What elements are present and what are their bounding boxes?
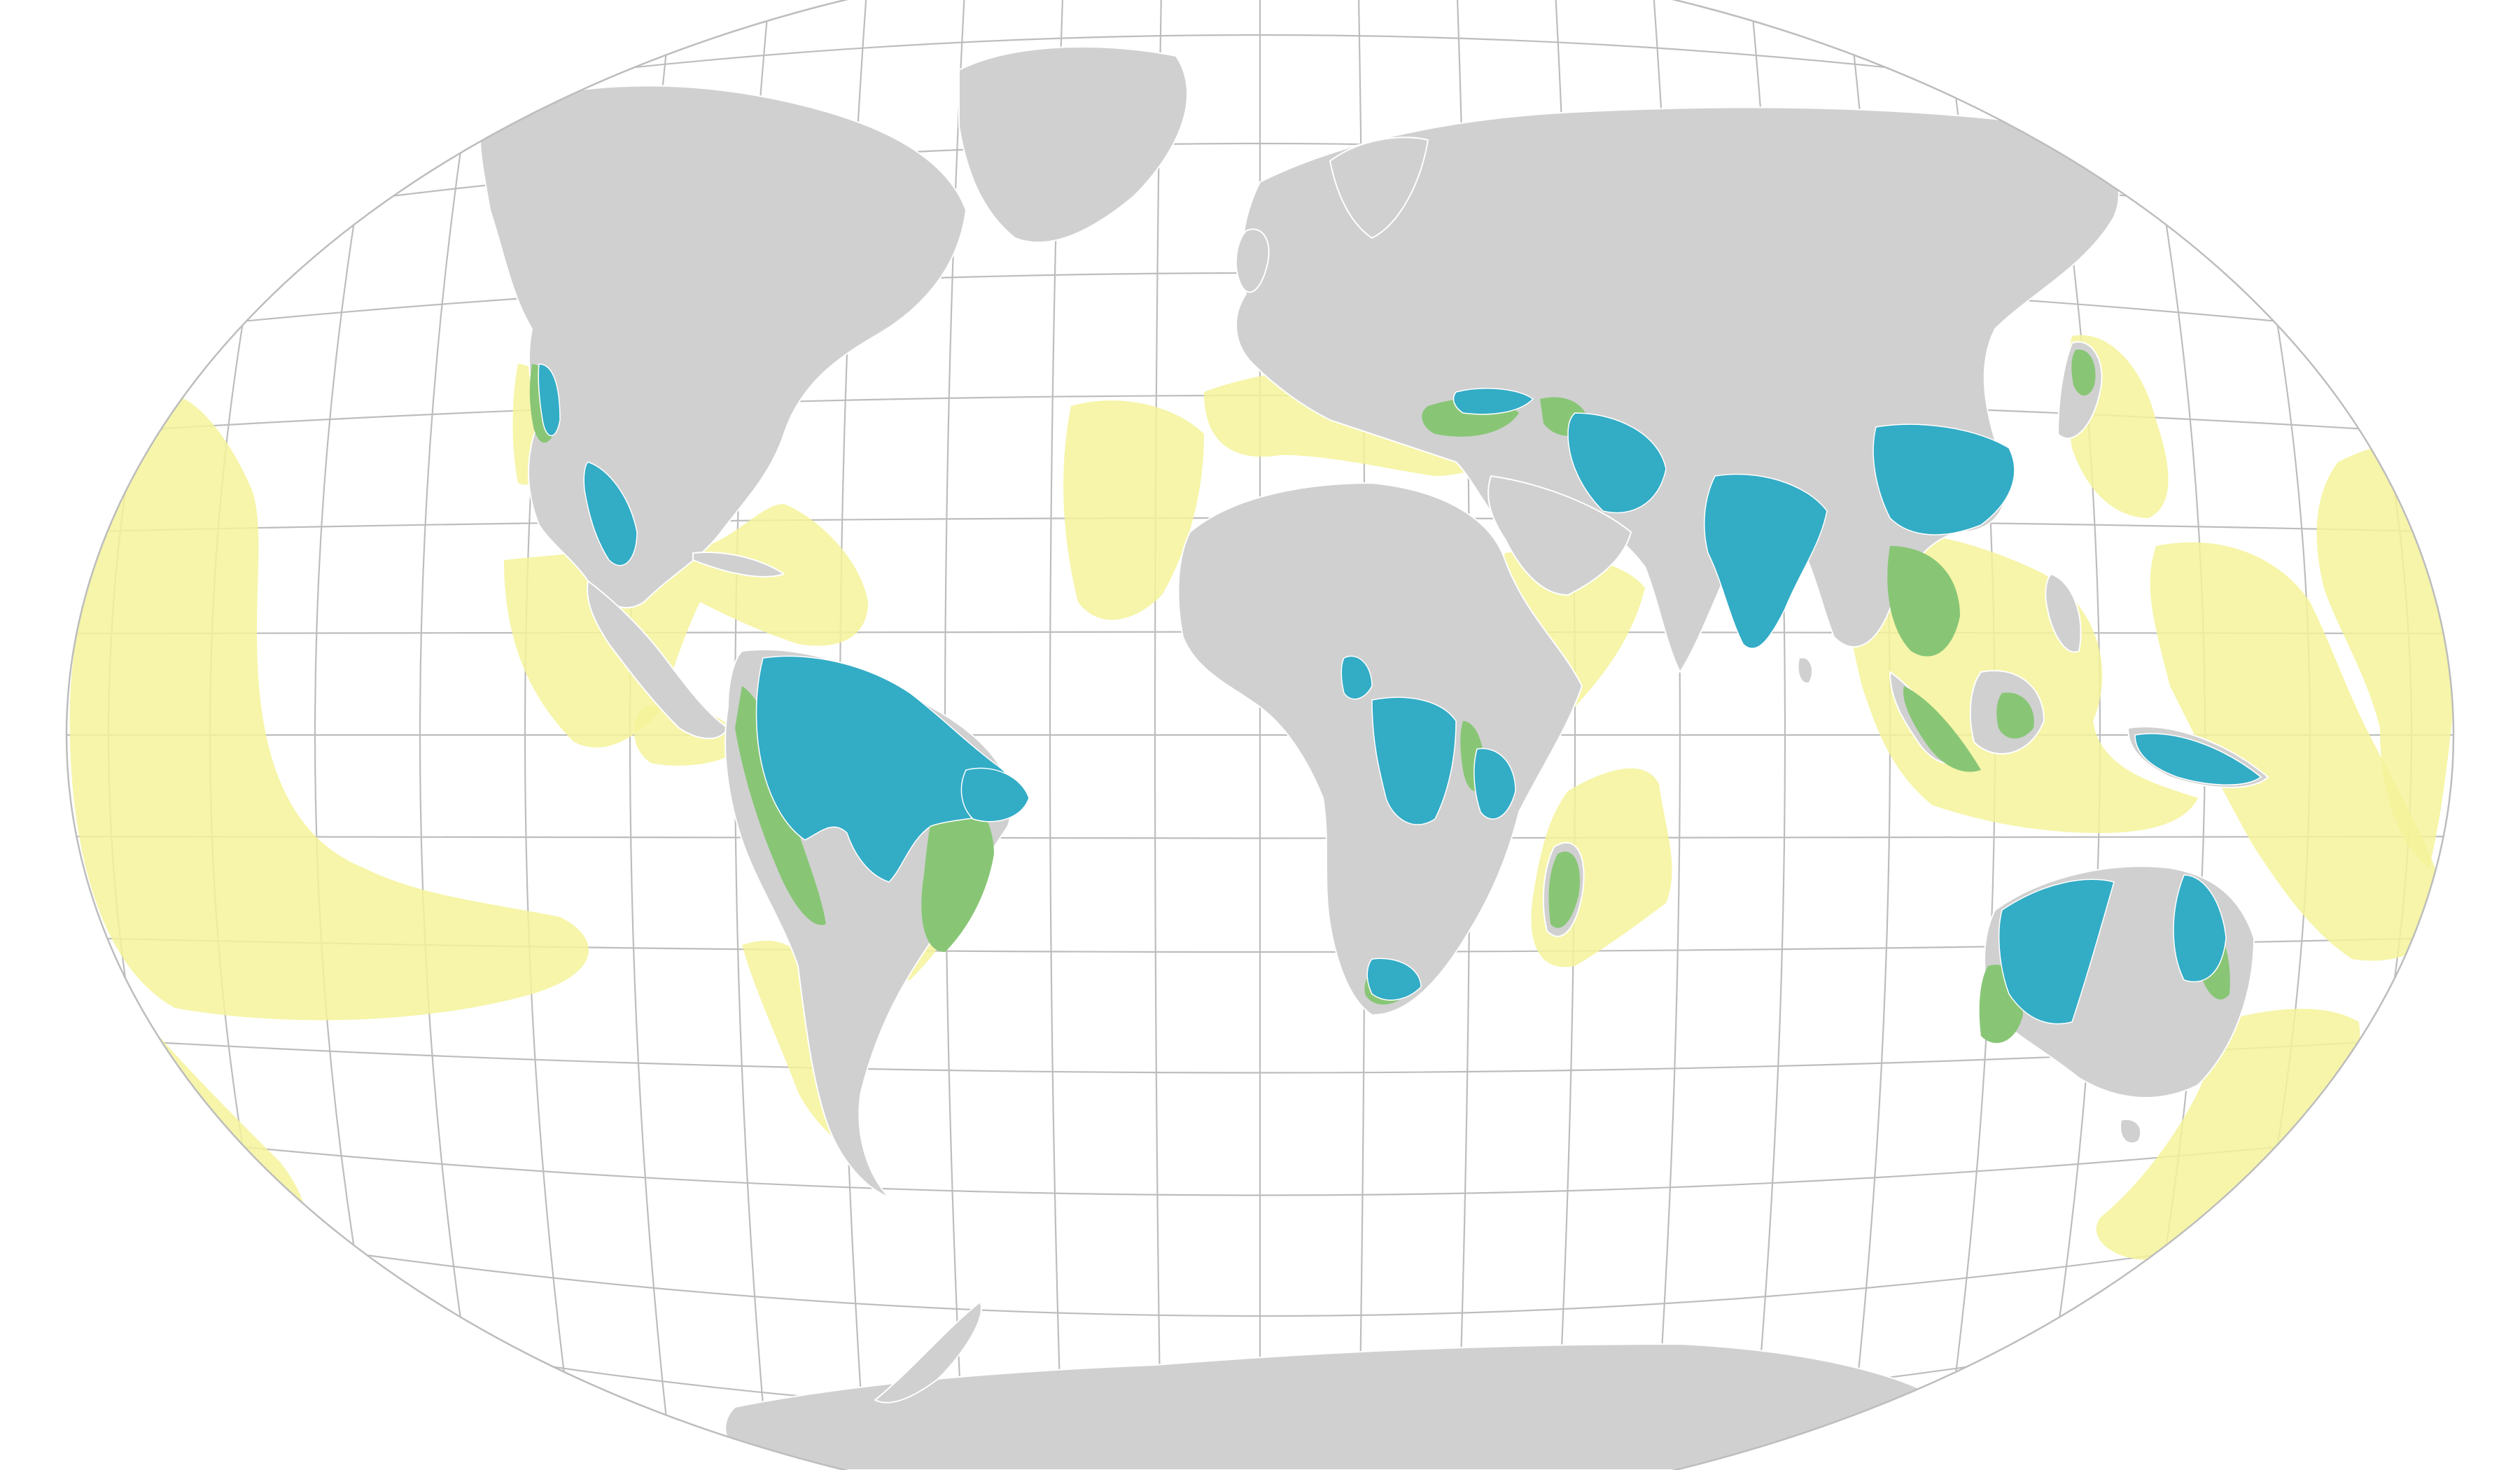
indochina-mid: [1887, 546, 1960, 657]
india-core: [1704, 473, 1828, 649]
new-guinea-core: [2134, 733, 2262, 785]
sundaland-mid: [1903, 686, 1981, 772]
philippines: [2045, 573, 2082, 653]
british-isles: [1235, 228, 1270, 293]
scandinavia: [1329, 136, 1429, 239]
zone-core-layer: [538, 363, 2262, 1025]
pacific-zone: [69, 392, 589, 1021]
cameroon-core: [1340, 655, 1373, 700]
arabia: [1488, 475, 1632, 596]
south-africa-core: [1366, 958, 1422, 1001]
sri-lanka: [1797, 657, 1813, 684]
iran-core: [1567, 412, 1667, 514]
brazil-ne-core: [960, 767, 1030, 822]
east-australia-core: [2173, 874, 2227, 983]
melanesia-zone: [2150, 542, 2450, 961]
europe-asia: [1236, 106, 2120, 673]
cuba: [692, 552, 785, 578]
california-core: [538, 363, 561, 436]
greenland: [958, 46, 1188, 244]
japan-mid: [2071, 349, 2096, 396]
mexico-core: [583, 461, 638, 566]
congo-core: [1371, 696, 1457, 825]
borneo-mid: [1996, 692, 2034, 738]
tasmania: [2120, 1119, 2142, 1144]
tanzania-core: [1474, 748, 1516, 820]
atlantic-forest-mid: [921, 790, 994, 952]
turkey-core: [1452, 388, 1534, 415]
west-africa-ocean-zone: [1063, 400, 1204, 620]
central-america: [587, 580, 729, 739]
west-australia-core: [1998, 878, 2115, 1025]
globe-outline: [66, 0, 2454, 1470]
amazon-core: [755, 655, 1016, 883]
china-core: [1872, 424, 2015, 536]
madagascar-mid: [1548, 851, 1580, 928]
antarctic-peninsula: [874, 1301, 982, 1404]
